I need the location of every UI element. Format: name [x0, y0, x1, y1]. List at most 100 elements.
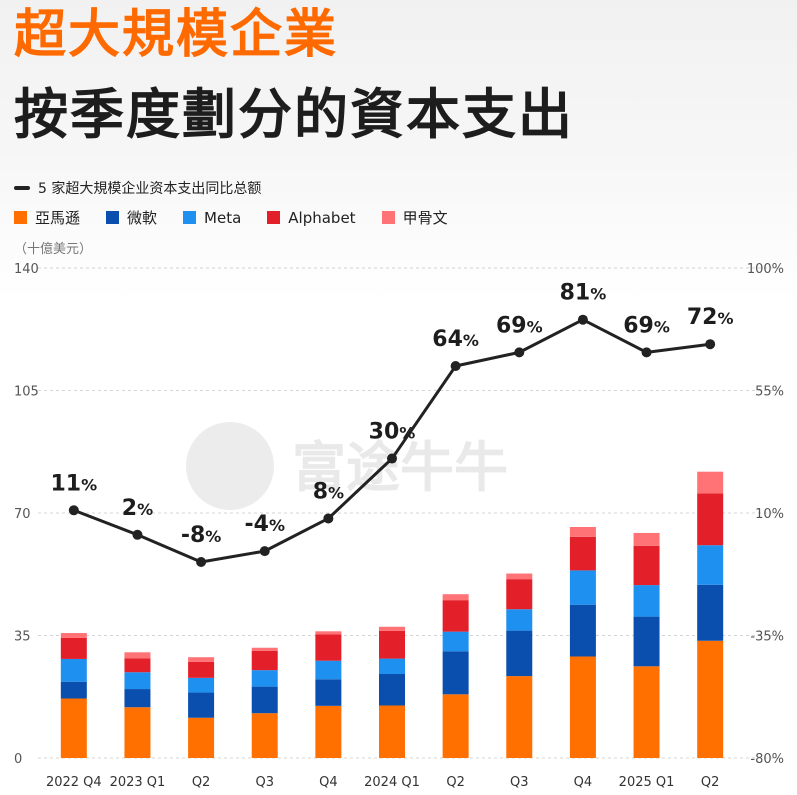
bar-segment: [251, 670, 278, 687]
bar-segment: [633, 666, 660, 758]
legend-item-oracle: 甲骨文: [381, 207, 448, 228]
yoy-point: [514, 347, 525, 358]
bar-segment: [60, 637, 87, 659]
yoy-label: -8%: [181, 523, 221, 548]
x-tick-label: Q4: [319, 775, 338, 790]
bar-segment: [60, 681, 87, 699]
legend-item-alphabet: Alphabet: [267, 208, 356, 227]
bar-segment: [569, 536, 596, 571]
bar-segment: [506, 573, 533, 580]
bar-segment: [251, 686, 278, 714]
x-tick-label: 2024 Q1: [364, 775, 420, 790]
header-background: [0, 0, 797, 300]
bar-segment: [569, 604, 596, 657]
x-tick-label: Q3: [255, 775, 274, 790]
bar-segment: [506, 630, 533, 677]
bar-segment: [569, 527, 596, 537]
page-subtitle: 按季度劃分的資本支出: [14, 83, 574, 146]
bar-segment: [442, 631, 469, 652]
bar-segment: [697, 493, 724, 546]
legend-swatch-alphabet: [267, 211, 281, 224]
bar-segment: [442, 651, 469, 695]
legend-swatch-amazon: [14, 211, 27, 224]
bar-segment: [315, 660, 342, 680]
bar-segment: [188, 677, 215, 693]
yoy-label: 64%: [432, 327, 479, 352]
y-tick-label: 35: [14, 630, 31, 645]
x-tick-label: Q2: [192, 775, 211, 790]
bar-segment: [60, 633, 87, 638]
bar-segment: [124, 652, 151, 659]
legend-label-alphabet: Alphabet: [288, 208, 356, 227]
bar-segment: [124, 672, 151, 690]
bar-segment: [569, 656, 596, 758]
bar-segment: [188, 717, 215, 758]
yoy-point: [196, 557, 207, 567]
bar-segment: [379, 674, 405, 706]
bar-segment: [188, 692, 215, 718]
bar-segment: [124, 689, 151, 708]
bar-segment: [188, 657, 215, 662]
legend-line-entry: 5 家超大規模企业资本支出同比总额: [14, 178, 261, 198]
y-tick-label: 70: [14, 507, 31, 522]
yoy-line: 11% 2% -8% -4% 8% 30% 64% 69% 81% 69% 72%: [50, 281, 734, 567]
bar-segment: [697, 471, 724, 494]
bar-segment: [315, 679, 342, 706]
unit-label: （十億美元）: [14, 242, 93, 257]
yoy-label: 69%: [623, 313, 670, 338]
bar-segment: [379, 658, 405, 674]
y2-tick-label: -80%: [750, 752, 784, 767]
yoy-point: [132, 529, 143, 540]
x-tick-label: Q3: [510, 775, 529, 790]
x-tick-label: 2023 Q1: [110, 775, 166, 790]
yoy-point: [641, 347, 652, 358]
yoy-point: [387, 453, 397, 464]
bar-segment: [379, 626, 405, 631]
legend-label-oracle: 甲骨文: [402, 209, 448, 227]
bar-segment: [188, 661, 215, 678]
y-tick-label: 140: [14, 262, 39, 277]
yoy-label: -4%: [244, 512, 284, 537]
yoy-point: [705, 339, 716, 350]
legend-item-microsoft: 微軟: [106, 207, 157, 228]
bar-segment: [506, 676, 533, 758]
legend-swatch-microsoft: [106, 211, 120, 224]
yoy-label: 81%: [560, 281, 607, 306]
yoy-point: [450, 361, 461, 371]
x-tick-label: 2022 Q4: [46, 775, 102, 790]
legend-item-amazon: 亞馬遜: [14, 207, 80, 228]
bar-segment: [506, 609, 533, 631]
bar-segment: [60, 658, 87, 682]
bar-segment: [697, 545, 724, 585]
bar-segment: [315, 634, 342, 661]
legend-swatch-meta: [183, 211, 197, 224]
bar-segment: [124, 658, 151, 673]
bar-segment: [442, 600, 469, 632]
legend-line-swatch: [14, 186, 30, 190]
yoy-label: 11%: [50, 471, 97, 496]
y-tick-label: 0: [14, 752, 22, 767]
bar-segment: [569, 570, 596, 605]
bar-segment: [315, 631, 342, 635]
bar-segment: [697, 640, 724, 758]
x-tick-label: Q2: [446, 775, 465, 790]
y2-tick-label: 55%: [755, 385, 784, 400]
bar-segment: [60, 698, 87, 758]
yoy-point: [259, 546, 270, 557]
legend-label-amazon: 亞馬遜: [35, 209, 81, 227]
yoy-point: [323, 513, 334, 524]
bar-segment: [315, 705, 342, 758]
axes: 0 -80% 35 -35% 70 10% 105 55% 140 100% 2022 Q4 2023…: [14, 262, 784, 790]
y2-tick-label: -35%: [750, 630, 784, 645]
bar-segment: [442, 594, 469, 601]
y2-tick-label: 100%: [747, 262, 784, 277]
x-tick-label: Q4: [574, 775, 593, 790]
watermark-logo-icon: [186, 422, 274, 510]
yoy-point: [68, 505, 79, 516]
x-tick-label: 2025 Q1: [619, 775, 675, 790]
yoy-label: 30%: [369, 420, 416, 445]
watermark: 富途牛牛: [186, 422, 508, 510]
bar-segment: [633, 532, 660, 546]
legend-swatch-oracle: [381, 211, 395, 224]
